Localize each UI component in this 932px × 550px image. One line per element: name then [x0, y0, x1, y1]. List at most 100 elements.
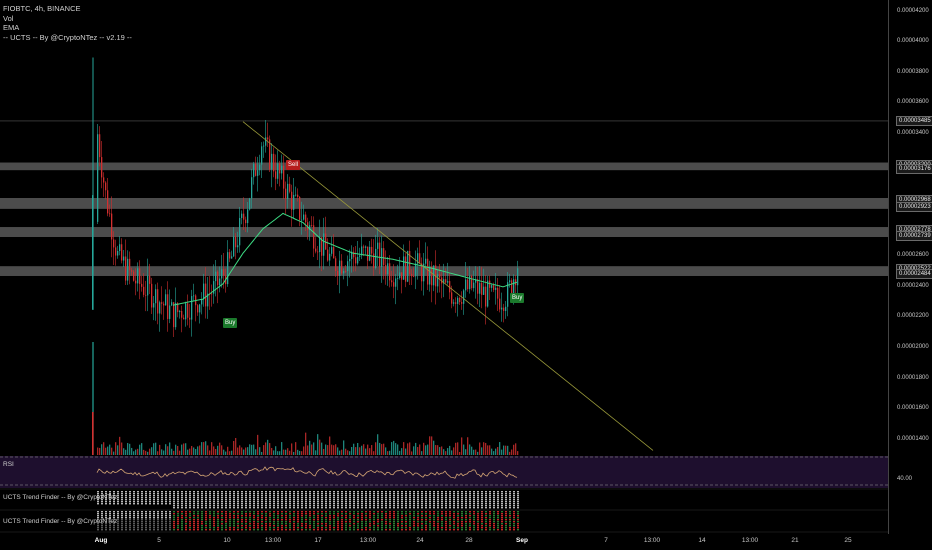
ema-indicator-label[interactable]: EMA: [3, 23, 20, 33]
trend-finder-cell: [489, 505, 491, 507]
candle-body: [425, 258, 427, 264]
trend-finder-cell: [445, 493, 447, 495]
volume-bar: [103, 442, 105, 455]
trend-finder-cell: [441, 495, 443, 497]
trend-finder-cell: [433, 515, 435, 517]
trend-finder-cell: [293, 529, 295, 531]
trend-finder-cell: [109, 525, 111, 527]
volume-bar: [275, 446, 277, 455]
trend-finder-cell: [445, 503, 447, 505]
trend-finder-cell: [517, 507, 519, 509]
trend-finder-cell: [145, 491, 147, 493]
trend-finder-cell: [449, 517, 451, 519]
trend-finder-cell: [265, 501, 267, 503]
trend-finder-cell: [173, 515, 175, 517]
trend-finder-cell: [189, 491, 191, 493]
candle-body: [187, 303, 189, 318]
candle-body: [391, 280, 393, 283]
trend-finder-cell: [117, 529, 119, 531]
trend-finder-cell: [293, 515, 295, 517]
trend-finder-cell: [201, 521, 203, 523]
trend-finder-cell: [361, 491, 363, 493]
trend-finder-cell: [321, 503, 323, 505]
trend-finder-cell: [413, 523, 415, 525]
trend-finder-cell: [349, 513, 351, 515]
trend-finder-cell: [229, 527, 231, 529]
vol-indicator-label[interactable]: Vol: [3, 13, 14, 23]
trend-finder-cell: [269, 497, 271, 499]
trend-finder-cell: [477, 499, 479, 501]
trend-finder-cell: [109, 493, 111, 495]
trend-finder-1-title[interactable]: UCTS Trend Finder -- By @CryptoNTez: [3, 494, 118, 501]
trend-finder-cell: [437, 493, 439, 495]
trend-finder-cell: [157, 493, 159, 495]
trend-finder-cell: [237, 493, 239, 495]
trend-finder-cell: [173, 493, 175, 495]
trend-finder-cell: [193, 513, 195, 515]
trend-finder-cell: [381, 497, 383, 499]
trend-finder-cell: [225, 525, 227, 527]
trend-finder-cell: [285, 519, 287, 521]
trend-finder-2-title[interactable]: UCTS Trend Finder -- By @CryptoNTez: [3, 518, 118, 525]
trend-finder-cell: [313, 505, 315, 507]
volume-bar: [189, 448, 191, 455]
trend-finder-cell: [329, 507, 331, 509]
trend-finder-cell: [317, 495, 319, 497]
trend-finder-cell: [409, 505, 411, 507]
trend-finder-cell: [117, 497, 119, 499]
trend-finder-cell: [121, 529, 123, 531]
trend-finder-cell: [309, 517, 311, 519]
trend-finder-cell: [285, 523, 287, 525]
trend-finder-cell: [377, 519, 379, 521]
trend-finder-cell: [285, 527, 287, 529]
trend-finder-cell: [261, 527, 263, 529]
trend-finder-cell: [137, 497, 139, 499]
trend-finder-cell: [329, 513, 331, 515]
trend-finder-cell: [505, 523, 507, 525]
trend-finder-cell: [449, 529, 451, 531]
trend-finder-cell: [345, 491, 347, 493]
trend-finder-cell: [305, 507, 307, 509]
trend-finder-cell: [397, 507, 399, 509]
trend-finder-cell: [273, 501, 275, 503]
symbol-label[interactable]: FIOBTC, 4h, BINANCE: [3, 4, 81, 13]
candle-body: [117, 250, 119, 256]
time-tick-label: Aug: [94, 537, 108, 544]
time-tick-label: 17: [314, 537, 322, 544]
trend-finder-cell: [125, 529, 127, 531]
rsi-pane-title[interactable]: RSI: [3, 461, 14, 468]
trend-finder-cell: [317, 527, 319, 529]
volume-bar: [287, 448, 289, 455]
trend-finder-cell: [201, 499, 203, 501]
trend-finder-cell: [285, 499, 287, 501]
trend-finder-cell: [405, 503, 407, 505]
trend-finder-cell: [329, 495, 331, 497]
trend-finder-cell: [381, 525, 383, 527]
trend-finder-cell: [433, 523, 435, 525]
trend-finder-cell: [421, 511, 423, 513]
trend-finder-cell: [229, 511, 231, 513]
trend-finder-cell: [101, 527, 103, 529]
trend-finder-cell: [457, 499, 459, 501]
trend-finder-cell: [361, 515, 363, 517]
ucts-indicator-label[interactable]: -- UCTS -- By @CryptoNTez -- v2.19 --: [3, 32, 132, 42]
trend-finder-cell: [469, 527, 471, 529]
trend-finder-cell: [329, 491, 331, 493]
trend-finder-cell: [301, 519, 303, 521]
trend-finder-cell: [257, 529, 259, 531]
candle-body: [193, 295, 195, 297]
trend-finder-cell: [309, 525, 311, 527]
trend-finder-cell: [373, 523, 375, 525]
trend-finder-cell: [289, 497, 291, 499]
trend-finder-cell: [381, 519, 383, 521]
trend-finder-cell: [189, 497, 191, 499]
trend-finder-cell: [493, 521, 495, 523]
candle-body: [133, 271, 135, 281]
candle-body: [347, 261, 349, 272]
trend-finder-cell: [245, 513, 247, 515]
trend-finder-cell: [485, 521, 487, 523]
candle-body: [465, 279, 467, 291]
trend-finder-cell: [501, 499, 503, 501]
trend-finder-cell: [121, 491, 123, 493]
